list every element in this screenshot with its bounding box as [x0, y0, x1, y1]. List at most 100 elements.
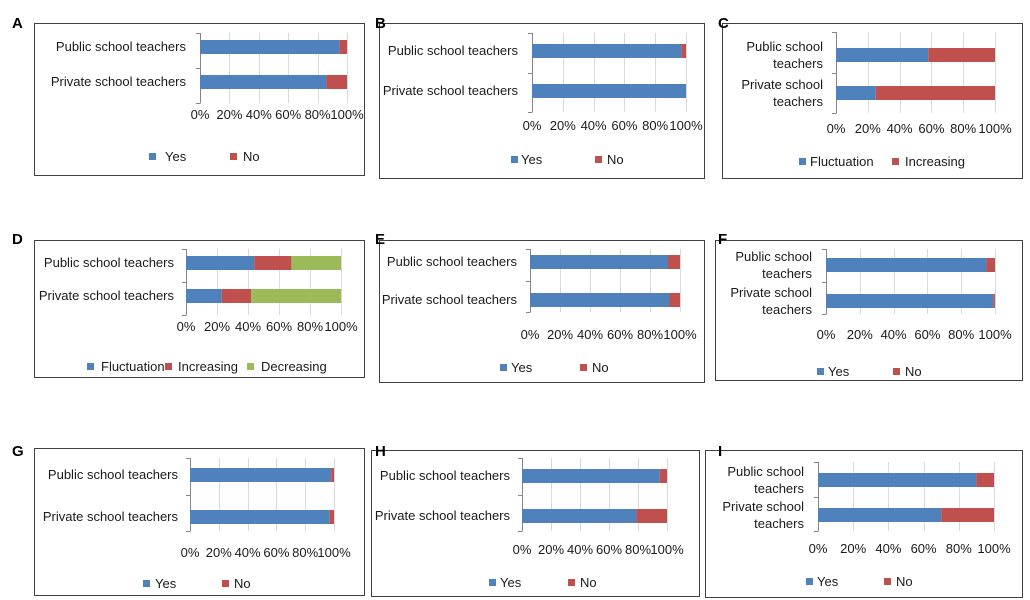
legend-swatch-no [568, 579, 575, 586]
legend-label-yes: Yes [817, 574, 839, 589]
x-tick-label: 0% [809, 541, 828, 556]
x-tick-label: 0% [181, 545, 200, 560]
category-label: Private school teachers [722, 499, 804, 531]
x-tick-label: 100% [978, 121, 1012, 136]
legend-swatch-increasing [165, 363, 172, 370]
legend-label-no: No [234, 576, 251, 591]
bar-c-private-increasing [875, 86, 995, 100]
x-tick-label: 40% [581, 118, 607, 133]
bar-d-public-increasing [254, 256, 292, 270]
panel-h-letter: H [375, 443, 386, 460]
panel-c-frame [722, 23, 1023, 179]
x-tick-label: 40% [881, 327, 907, 342]
legend-swatch-no [580, 364, 587, 371]
x-tick-label: 60% [914, 327, 940, 342]
x-tick-label: 100% [330, 107, 364, 122]
panel-b-letter: B [375, 15, 386, 32]
x-tick-label: 100% [977, 541, 1011, 556]
category-label: Public school teachers [44, 255, 175, 270]
bar-e-private-no [669, 293, 680, 307]
category-label: Public school teachers [48, 467, 179, 482]
category-label: Public school teachers [380, 468, 511, 483]
bar-c-public-fluctuation [836, 48, 929, 62]
x-tick-label: 80% [948, 327, 974, 342]
bar-h-public-yes [522, 469, 660, 483]
bar-e-public-no [668, 255, 680, 269]
x-tick-label: 80% [642, 118, 668, 133]
panel-h-frame [371, 450, 700, 597]
legend-swatch-yes [489, 579, 496, 586]
category-label: Public school teachers [746, 39, 823, 71]
x-tick-label: 20% [550, 118, 576, 133]
legend-swatch-yes [143, 580, 150, 587]
x-tick-label: 100% [663, 327, 697, 342]
x-tick-label: 60% [263, 545, 289, 560]
legend-swatch-yes [511, 156, 518, 163]
x-tick-label: 0% [827, 121, 846, 136]
bar-a-public-no [339, 40, 347, 54]
panel-c-letter: C [718, 15, 729, 32]
bar-d-private-fluctuation [186, 289, 222, 303]
x-tick-label: 40% [246, 107, 272, 122]
x-tick-label: 80% [946, 541, 972, 556]
category-label: Public school teachers [735, 249, 812, 281]
x-tick-label: 60% [611, 118, 637, 133]
bar-d-public-decreasing [291, 256, 341, 270]
category-label: Public school teachers [387, 254, 518, 269]
panel-f-letter: F [718, 231, 727, 248]
legend-label-fluctuation: Fluctuation [810, 154, 874, 169]
x-tick-label: 20% [547, 327, 573, 342]
x-tick-label: 20% [216, 107, 242, 122]
bar-f-public-no [986, 258, 995, 272]
legend-swatch-no [884, 578, 891, 585]
bar-f-private-no [993, 294, 995, 308]
x-tick-label: 40% [567, 542, 593, 557]
x-tick-label: 60% [607, 327, 633, 342]
legend-label-no: No [580, 575, 597, 590]
legend-label-no: No [905, 364, 922, 379]
category-label: Private school teachers [43, 509, 179, 524]
x-tick-label: 0% [523, 118, 542, 133]
category-label: Public school teachers [56, 39, 187, 54]
panel-d: D Public school teachers Private school te… [12, 231, 365, 378]
category-label: Public school teachers [388, 43, 519, 58]
legend-label-decreasing: Decreasing [261, 359, 327, 374]
bar-b-private-yes [532, 84, 686, 98]
bar-i-private-yes [818, 508, 942, 522]
legend-swatch-fluctuation [87, 363, 94, 370]
x-tick-label: 80% [637, 327, 663, 342]
panel-c: C Public school teachers Private school teac… [718, 15, 1023, 179]
legend-swatch-no [595, 156, 602, 163]
panel-g: G Public school teachers Private school te… [12, 443, 365, 596]
panel-i-letter: I [718, 443, 722, 460]
x-tick-label: 80% [297, 319, 323, 334]
bar-a-public-yes [200, 40, 340, 54]
x-tick-label: 20% [206, 545, 232, 560]
bar-b-public-no [681, 44, 686, 58]
x-tick-label: 80% [292, 545, 318, 560]
legend-label-fluctuation: Fluctuation [101, 359, 165, 374]
x-tick-label: 20% [538, 542, 564, 557]
legend-swatch-increasing [892, 158, 899, 165]
x-tick-label: 80% [305, 107, 331, 122]
bar-c-private-fluctuation [836, 86, 876, 100]
bar-h-public-no [659, 469, 667, 483]
panel-a-frame [34, 23, 365, 176]
x-tick-label: 0% [817, 327, 836, 342]
legend-label-yes: Yes [511, 360, 533, 375]
x-tick-label: 40% [235, 545, 261, 560]
bar-c-public-increasing [928, 48, 995, 62]
x-tick-label: 60% [275, 107, 301, 122]
panel-e-frame [379, 240, 705, 383]
x-tick-label: 20% [847, 327, 873, 342]
legend-swatch-decreasing [247, 363, 254, 370]
category-label: Private school teachers [382, 292, 518, 307]
x-tick-label: 80% [625, 542, 651, 557]
x-tick-label: 100% [669, 118, 703, 133]
category-label: Private school teachers [383, 83, 519, 98]
x-tick-label: 100% [650, 542, 684, 557]
bar-g-private-yes [190, 510, 330, 524]
legend-label-no: No [607, 152, 624, 167]
legend-label-yes: Yes [155, 576, 177, 591]
